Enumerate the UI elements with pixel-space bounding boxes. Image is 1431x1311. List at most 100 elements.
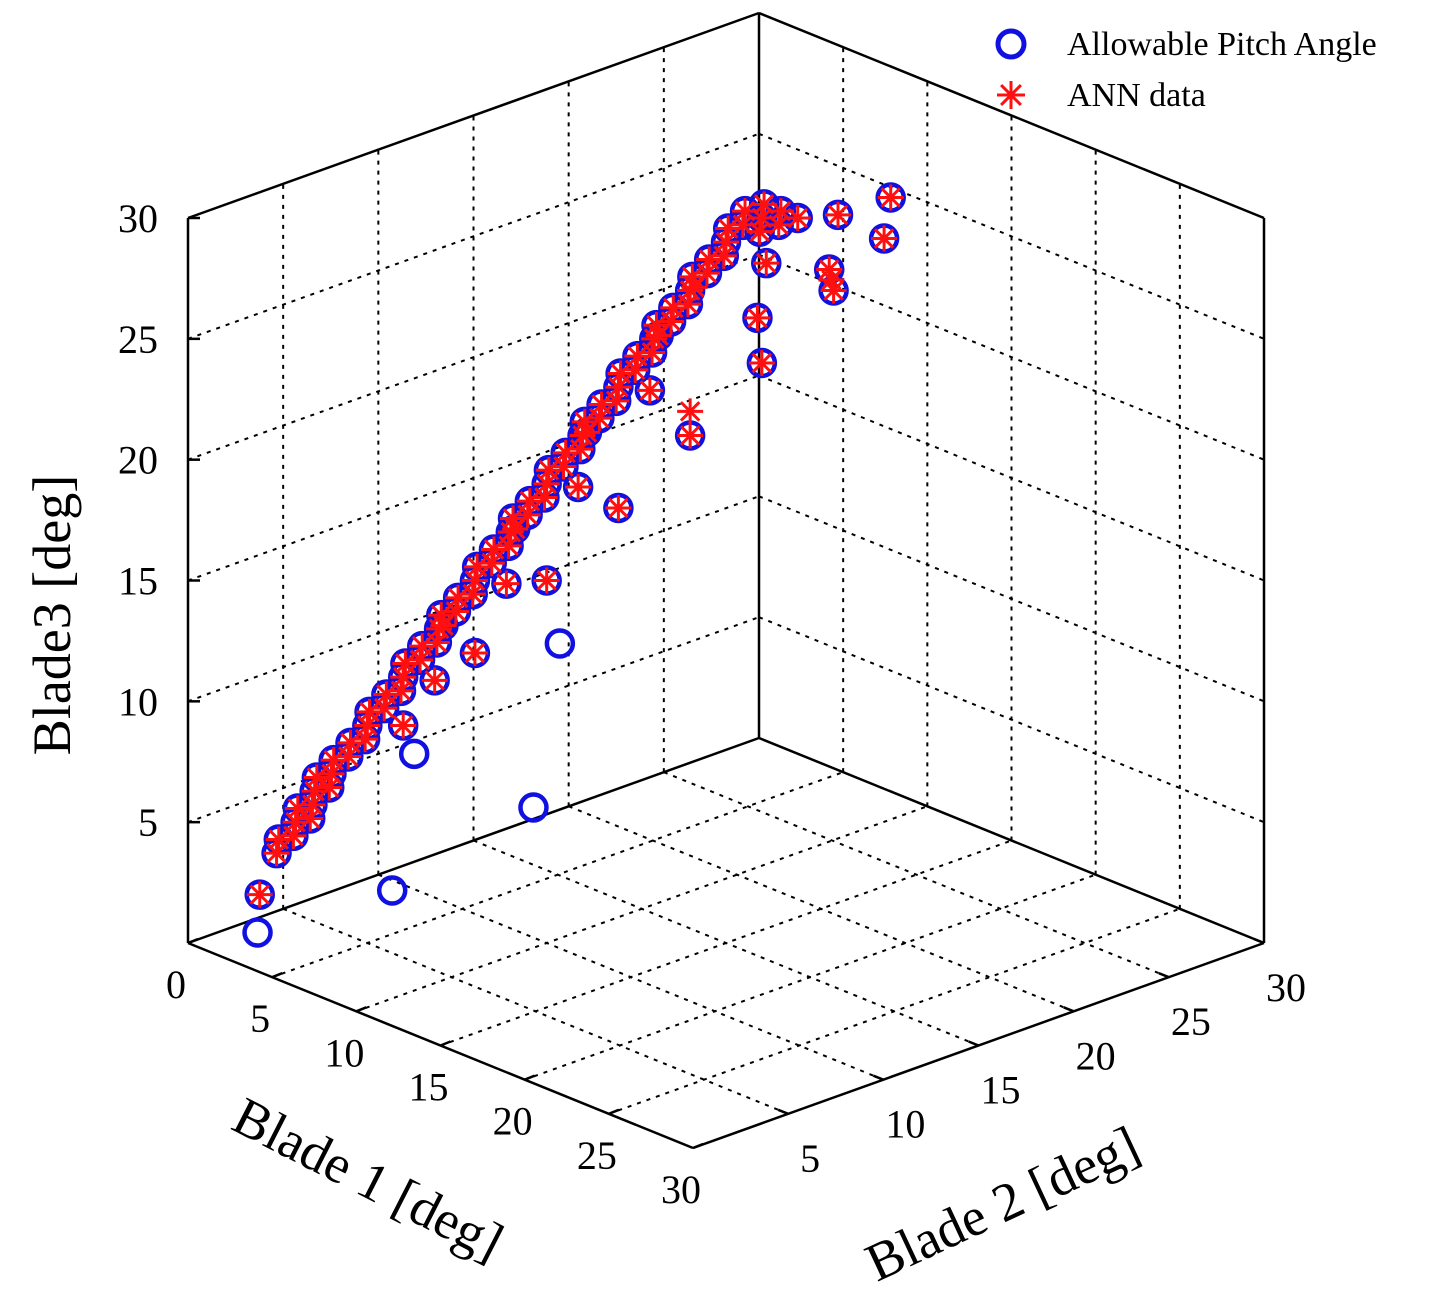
gridline-back-z — [758, 253, 1265, 461]
x-tick-label: 25 — [577, 1133, 617, 1178]
x-tick-mark — [271, 972, 283, 979]
data-point-ann — [746, 218, 773, 245]
data-point-ann — [464, 553, 491, 580]
data-point-ann — [428, 602, 455, 629]
x-tick-mark — [355, 1006, 367, 1013]
data-point-ann — [421, 667, 448, 694]
data-point-ann — [320, 747, 347, 774]
data-point-ann — [677, 398, 704, 425]
data-point-ann — [674, 291, 701, 318]
data-point-ann — [430, 612, 457, 639]
data-point-ann — [552, 439, 579, 466]
z-tick-label: 10 — [118, 679, 158, 724]
gridline-floor-y — [663, 771, 1170, 979]
gridline-floor-x — [608, 907, 1181, 1115]
legend-label-ann: ANN data — [1067, 77, 1206, 114]
data-point-ann — [573, 419, 600, 446]
data-point-ann — [751, 191, 778, 218]
data-point-ann — [392, 650, 419, 677]
data-point-ann — [352, 726, 379, 753]
data-point-ann — [571, 408, 598, 435]
data-point-ann — [639, 339, 666, 366]
data-point-ann — [409, 633, 436, 660]
data-point-ann — [516, 488, 543, 515]
x-tick-mark — [524, 1074, 536, 1081]
data-point-ann — [480, 536, 507, 563]
z-tick-label: 15 — [118, 559, 158, 604]
gridline-back-z — [758, 374, 1265, 582]
data-point-ann — [335, 743, 362, 770]
y-tick-label: 10 — [885, 1102, 925, 1147]
data-point-ann — [643, 312, 670, 339]
data-point-ann — [514, 501, 541, 528]
y-tick-mark — [872, 1074, 884, 1081]
x-tick-mark — [692, 1142, 704, 1150]
data-point-ann — [502, 516, 529, 542]
data-point-ann — [748, 205, 775, 231]
y-tick-label: 25 — [1171, 999, 1211, 1044]
data-point-ann — [588, 391, 615, 418]
data-point-ann — [677, 422, 704, 449]
data-point-ann — [605, 495, 632, 521]
data-point-ann — [825, 201, 851, 228]
gridline-side-z — [187, 132, 760, 340]
data-point-ann — [459, 581, 486, 608]
data-point-ann — [356, 698, 383, 725]
data-point-allowable — [518, 792, 549, 823]
data-point-ann — [246, 881, 273, 908]
data-point-ann — [284, 795, 311, 822]
data-point-ann — [550, 453, 577, 480]
z-tick-label: 30 — [118, 196, 158, 241]
data-point-ann — [816, 256, 843, 283]
data-point-ann — [390, 712, 417, 739]
data-point-allowable — [242, 917, 273, 948]
data-point-ann — [535, 457, 562, 484]
x-tick-label: 10 — [324, 1030, 364, 1075]
x-tick-label: 5 — [250, 996, 270, 1041]
data-point-ann — [679, 263, 706, 290]
y-tick-mark — [968, 1040, 979, 1047]
data-point-ann — [423, 629, 450, 656]
data-point-ann — [622, 356, 649, 383]
x-tick-mark — [187, 937, 199, 945]
data-point-ann — [533, 470, 560, 497]
data-point-ann — [658, 308, 685, 335]
axes-box — [186, 11, 1266, 1150]
data-point-ann — [713, 229, 739, 256]
data-point-ann — [715, 215, 742, 242]
data-point-ann — [636, 377, 663, 404]
y-tick-label: 20 — [1076, 1033, 1116, 1078]
data-point-ann — [877, 184, 904, 211]
data-point-ann — [265, 826, 292, 853]
z-axis-title: Blade3 [deg] — [22, 475, 82, 755]
data-point-ann — [500, 505, 526, 532]
x-tick-label: 15 — [409, 1065, 449, 1110]
y-tick-label: 5 — [800, 1136, 820, 1181]
x-tick-label: 0 — [166, 962, 186, 1007]
data-point-ann — [765, 211, 792, 238]
data-point-ann — [299, 791, 326, 818]
z-tick-label: 20 — [118, 438, 158, 483]
data-point-ann — [301, 778, 328, 805]
data-point-ann — [767, 198, 794, 225]
box-edge — [187, 11, 760, 220]
data-point-allowable — [544, 628, 576, 659]
x-tick-mark — [440, 1040, 451, 1047]
box-edge — [758, 736, 1265, 945]
data-point-ann — [871, 225, 898, 252]
y-tick-label: 30 — [1266, 965, 1306, 1010]
gridline-floor-x — [524, 873, 1097, 1081]
data-point-ann — [586, 405, 613, 432]
box-edge — [187, 736, 760, 945]
data-point-ann — [565, 474, 592, 500]
gridline-side-z — [187, 616, 760, 824]
data-point-ann — [354, 712, 381, 739]
data-point-ann — [693, 260, 720, 287]
data-point-ann — [373, 681, 400, 708]
data-point-ann — [567, 436, 594, 463]
data-point-allowable — [398, 738, 430, 770]
data-point-ann — [748, 350, 775, 376]
data-point-ann — [533, 567, 560, 594]
data-point-ann — [681, 274, 708, 301]
data-point-ann — [784, 205, 811, 231]
